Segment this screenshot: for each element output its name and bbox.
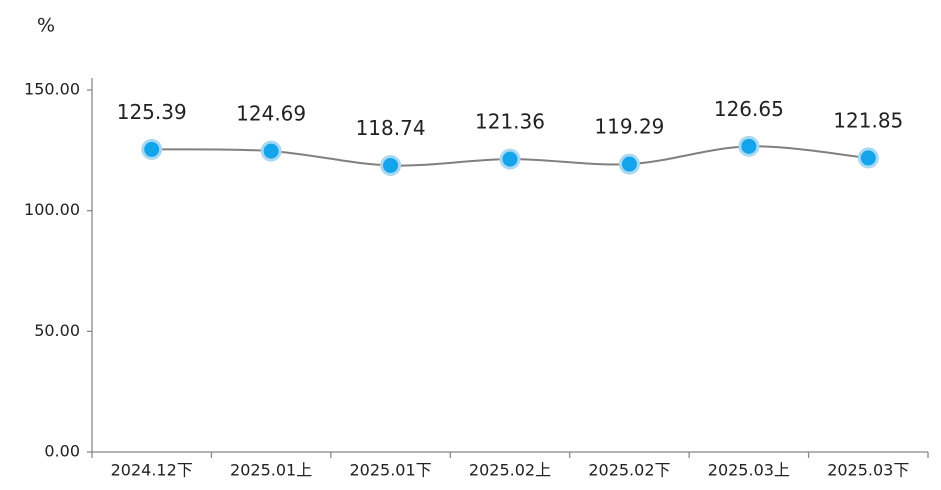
y-axis-unit: %	[37, 15, 55, 37]
y-tick-label: 50.00	[34, 321, 80, 340]
x-tick-label: 2025.02下	[588, 461, 670, 480]
marker	[141, 138, 163, 160]
x-tick-label: 2024.12下	[111, 461, 193, 480]
data-label: 126.65	[714, 97, 784, 121]
x-tick-label: 2025.03下	[827, 461, 909, 480]
y-tick-label: 150.00	[24, 80, 80, 99]
data-label: 121.36	[475, 110, 545, 134]
x-tick-label: 2025.02上	[469, 461, 551, 480]
marker	[499, 148, 521, 170]
data-label: 124.69	[236, 102, 306, 126]
marker	[380, 154, 402, 176]
marker	[857, 147, 879, 169]
x-tick-label: 2025.01上	[230, 461, 312, 480]
marker	[738, 135, 760, 157]
y-tick-label: 100.00	[24, 200, 80, 219]
x-tick-label: 2025.03上	[708, 461, 790, 480]
x-tick-label: 2025.01下	[349, 461, 431, 480]
data-label: 118.74	[356, 116, 426, 140]
marker	[618, 153, 640, 175]
y-tick-label: 0.00	[44, 442, 80, 461]
data-label: 119.29	[594, 115, 664, 139]
data-label: 125.39	[117, 100, 187, 124]
data-label: 121.85	[833, 108, 903, 132]
marker	[260, 140, 282, 162]
